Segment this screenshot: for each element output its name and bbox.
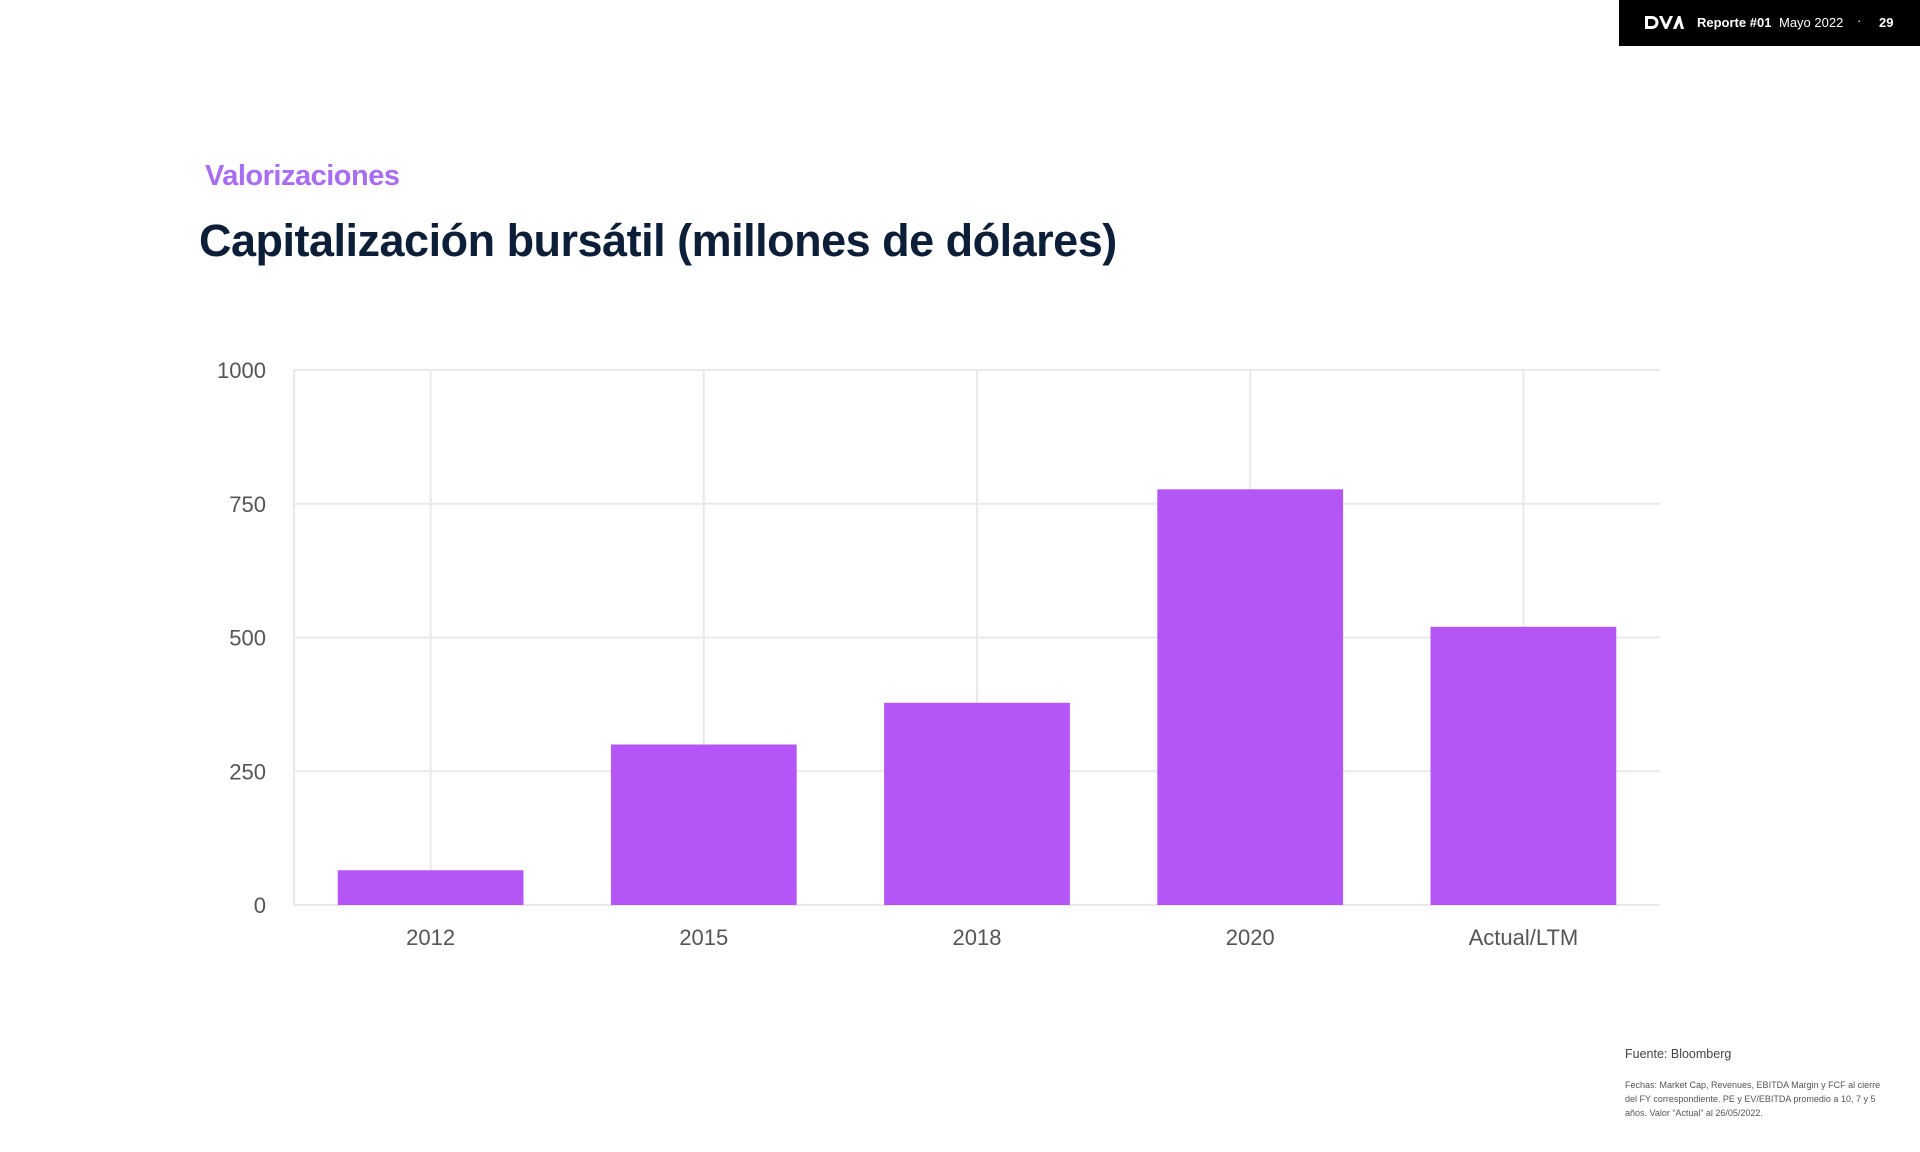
page-title: Capitalización bursátil (millones de dól…: [199, 215, 1117, 266]
x-tick-label: 2018: [953, 925, 1002, 950]
footnote: Fechas: Market Cap, Revenues, EBITDA Mar…: [1625, 1080, 1881, 1118]
section-label: Valorizaciones: [205, 160, 400, 192]
bar: [1157, 489, 1344, 905]
x-tick-label: Actual/LTM: [1469, 925, 1579, 950]
source-note: Fuente: Bloomberg: [1625, 1047, 1732, 1061]
x-tick-label: 2020: [1226, 925, 1275, 950]
y-tick-label: 250: [229, 759, 266, 784]
bar: [610, 744, 797, 905]
y-tick-label: 500: [229, 626, 266, 651]
bar: [884, 702, 1070, 905]
y-tick-label: 750: [229, 492, 266, 517]
report-header-bar: Reporte #01 Mayo 2022 · 29: [1619, 0, 1920, 46]
bar: [1430, 626, 1617, 905]
report-number: Reporte #01: [1697, 15, 1772, 30]
x-tick-label: 2012: [406, 925, 455, 950]
report-date: Mayo 2022: [1779, 15, 1844, 30]
page-number: 29: [1879, 15, 1894, 30]
x-tick-label: 2015: [679, 925, 728, 950]
y-tick-label: 0: [254, 893, 266, 918]
y-tick-label: 1000: [217, 358, 266, 383]
bar: [337, 870, 524, 905]
header-separator: ·: [1857, 13, 1862, 28]
dva-logo-icon: [1645, 16, 1684, 29]
